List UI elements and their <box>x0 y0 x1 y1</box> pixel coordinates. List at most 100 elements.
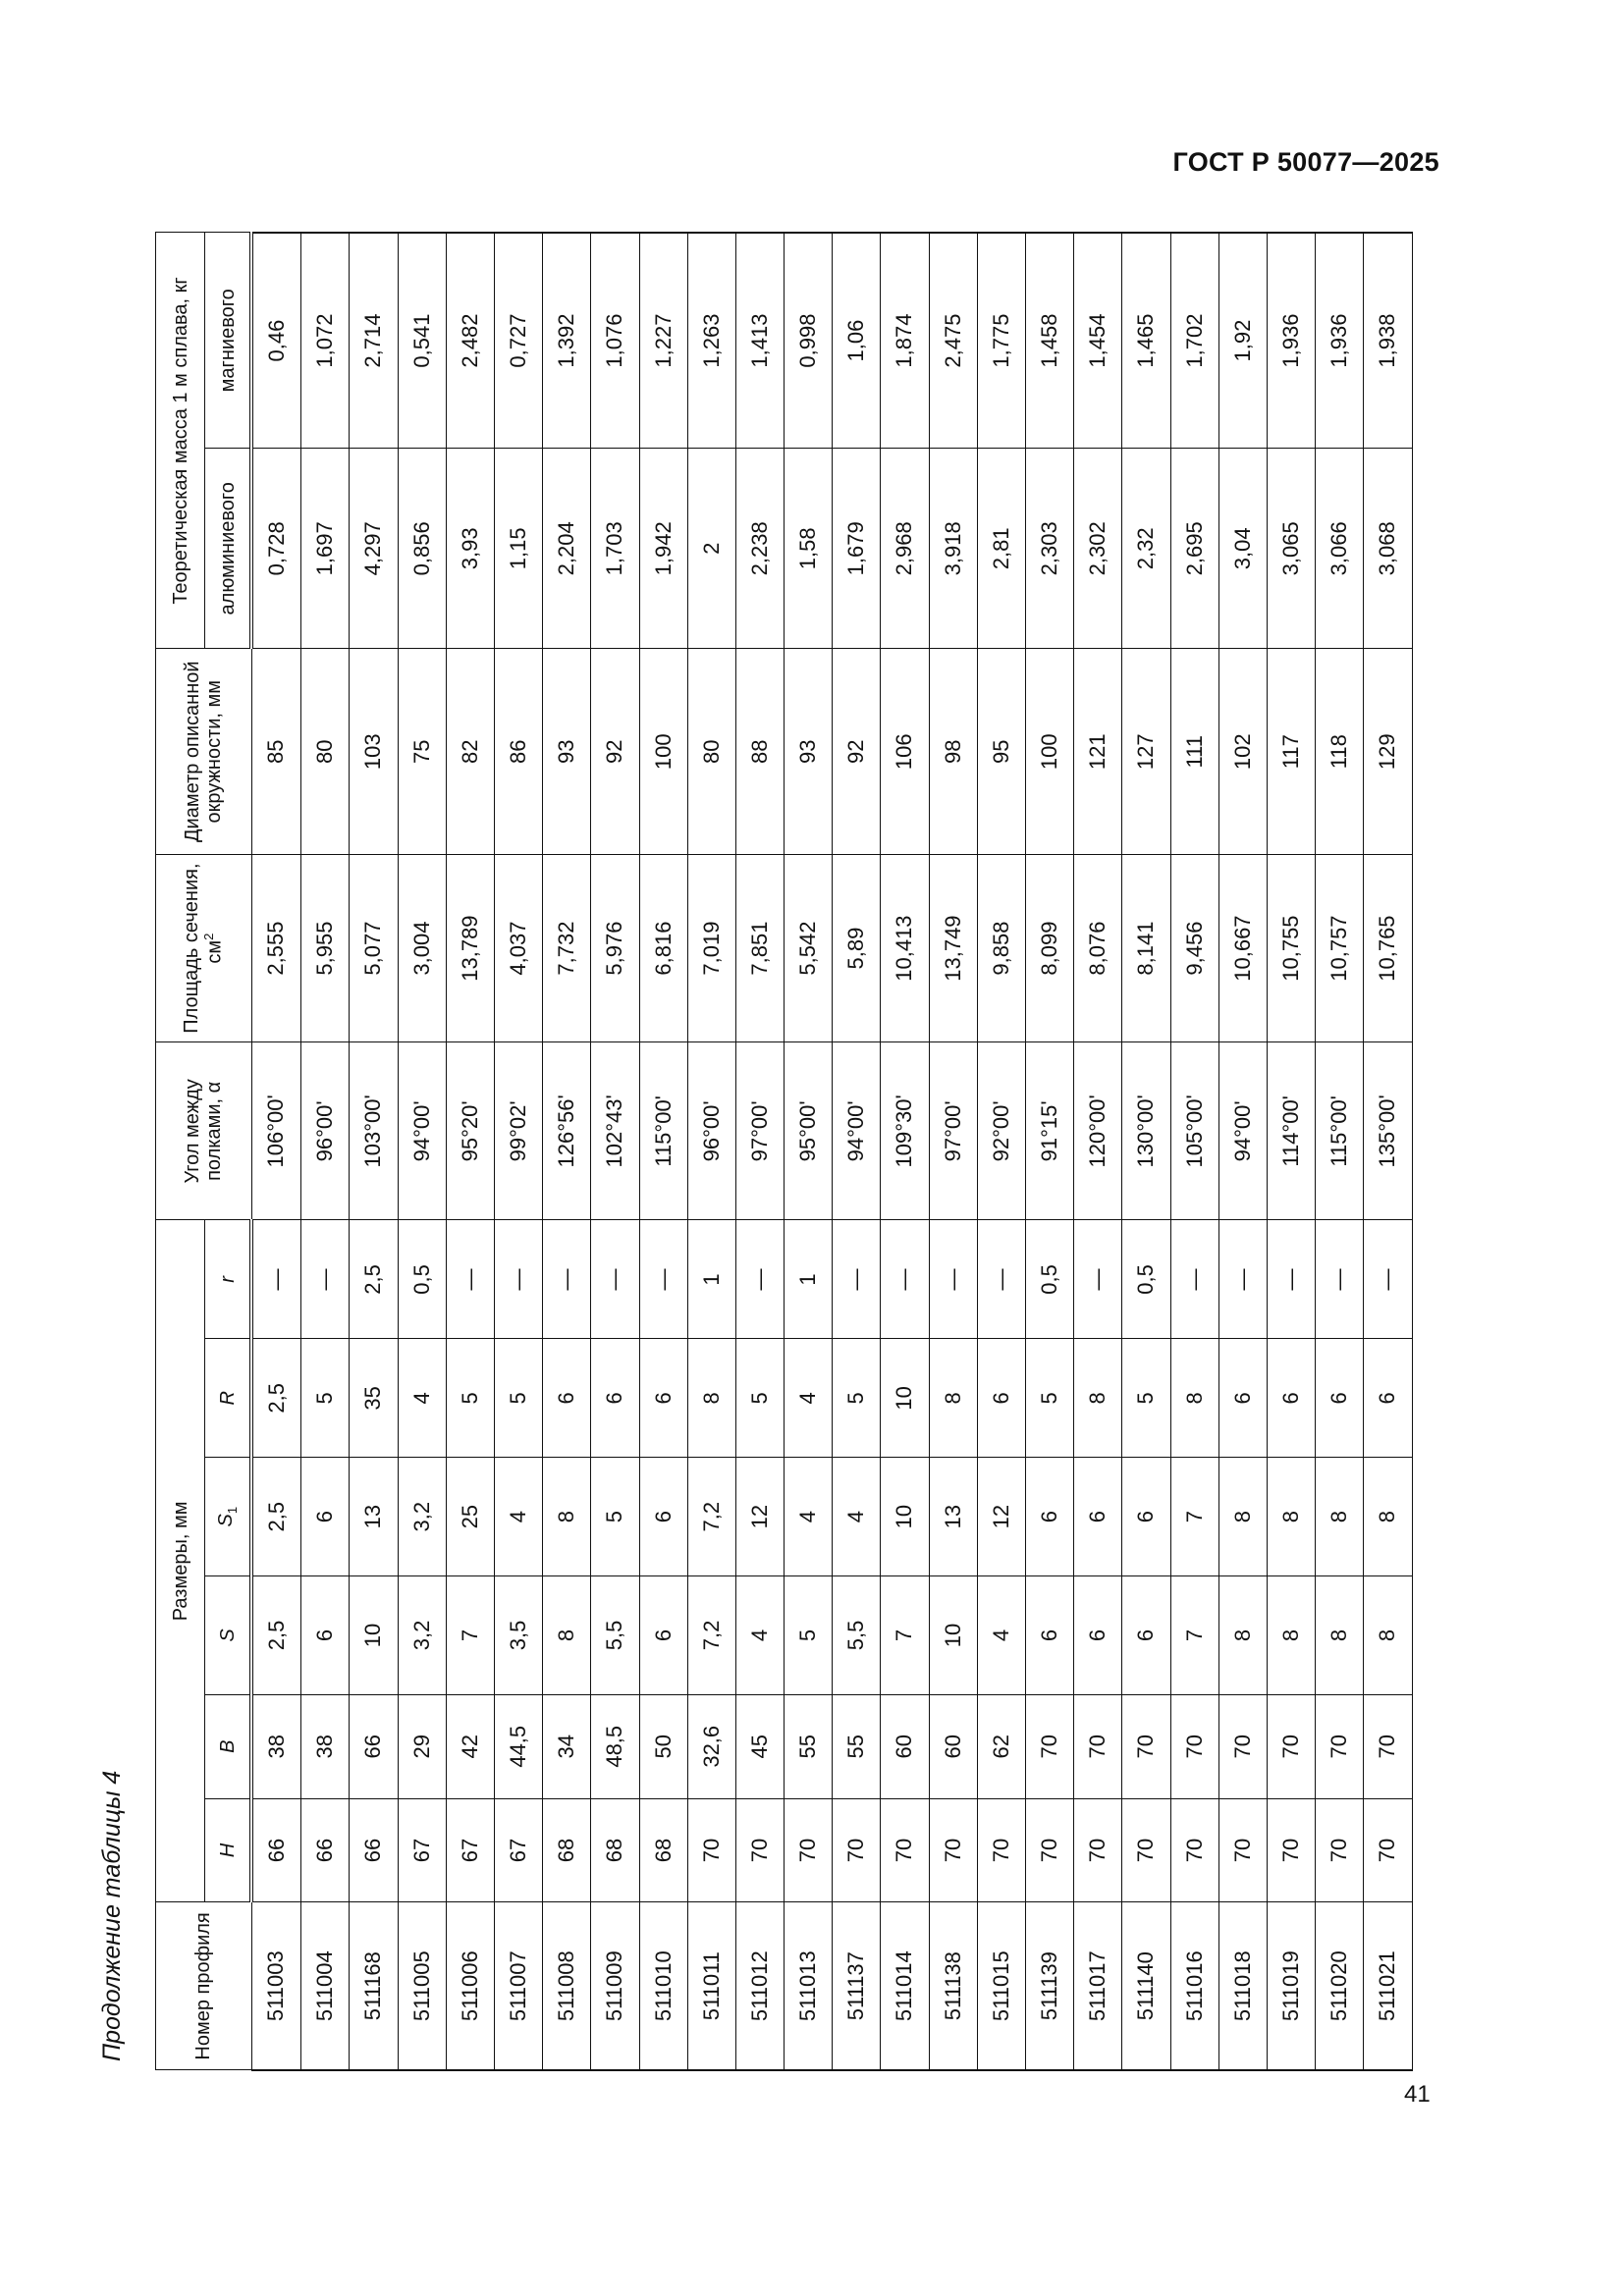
header-S: S <box>204 1575 251 1695</box>
table-row: 511007 67 44,5 3,5 4 5—99°02' 4,037 86 1,15 0,727 <box>494 233 543 2070</box>
header-angle: Угол между полками, α <box>155 1041 251 1220</box>
cell-area: 7,851 <box>735 854 785 1042</box>
header-diameter: Диаметр описанной окружности, мм <box>155 649 251 855</box>
table-row: 511168 66 66 10 13 35 2,5 103°00' 5,077 103 4,297 2… <box>349 233 399 2070</box>
cell-mass-aluminum: 3,04 <box>1218 448 1268 649</box>
cell-diameter: 75 <box>398 649 447 855</box>
header-area: Площадь сечения, см2 <box>155 854 251 1042</box>
cell-S: 8 <box>1315 1575 1364 1695</box>
cell-R: 5 <box>735 1338 785 1458</box>
cell-mass-magnesium: 1,936 <box>1267 233 1316 449</box>
cell-r: — <box>1363 1220 1412 1339</box>
cell-S1: 8 <box>1218 1457 1268 1576</box>
cell-mass-magnesium: 1,874 <box>880 233 930 449</box>
cell-angle: 94°00' <box>1218 1041 1268 1220</box>
cell-profile-number: 511017 <box>1073 1901 1122 2070</box>
cell-H: 70 <box>1121 1798 1171 1902</box>
cell-S1: 7 <box>1170 1457 1219 1576</box>
cell-mass-aluminum: 2,81 <box>977 448 1026 649</box>
cell-angle: 126°56' <box>542 1041 591 1220</box>
cell-R: 5 <box>1025 1338 1074 1458</box>
cell-R: 6 <box>1363 1338 1412 1458</box>
cell-area: 6,816 <box>639 854 688 1042</box>
cell-S1: 4 <box>494 1457 543 1576</box>
cell-B: 60 <box>880 1694 930 1799</box>
cell-angle: 92°00' <box>977 1041 1026 1220</box>
cell-S: 8 <box>1218 1575 1268 1695</box>
cell-profile-number: 511007 <box>494 1901 543 2070</box>
cell-H: 70 <box>880 1798 930 1902</box>
cell-area: 3,004 <box>398 854 447 1042</box>
cell-H: 66 <box>251 1798 301 1902</box>
cell-B: 48,5 <box>590 1694 639 1799</box>
header-profile-number: Номер профиля <box>155 1901 251 2070</box>
cell-mass-aluminum: 2,968 <box>880 448 930 649</box>
cell-H: 67 <box>398 1798 447 1902</box>
table-row: 511012 70 45 4 12 5—97°00' 7,851 88 2,238 1,413 <box>735 233 785 2070</box>
cell-angle: 109°30' <box>880 1041 930 1220</box>
cell-mass-aluminum: 0,728 <box>251 448 301 649</box>
cell-profile-number: 511140 <box>1121 1901 1171 2070</box>
cell-diameter: 111 <box>1170 649 1219 855</box>
table-row: 511009 68 48,5 5,5 5 6—102°43' 5,976 92 1,703 1,0… <box>590 233 639 2070</box>
cell-profile-number: 511168 <box>349 1901 399 2070</box>
cell-mass-magnesium: 0,46 <box>251 233 301 449</box>
profile-table: Номер профиля Размеры, мм Угол между пол… <box>155 232 1413 2071</box>
cell-R: 6 <box>639 1338 688 1458</box>
cell-R: 6 <box>977 1338 1026 1458</box>
cell-S: 7,2 <box>687 1575 736 1695</box>
cell-r: — <box>1170 1220 1219 1339</box>
cell-B: 45 <box>735 1694 785 1799</box>
cell-r: — <box>735 1220 785 1339</box>
cell-mass-magnesium: 1,072 <box>300 233 350 449</box>
table-row: 511005 67 29 3,2 3,2 4 0,5 94°00' 3,004 75 0,856 0,… <box>398 233 447 2070</box>
cell-profile-number: 511138 <box>929 1901 978 2070</box>
header-area-sup: 2 <box>201 933 217 940</box>
cell-B: 38 <box>300 1694 350 1799</box>
cell-r: — <box>300 1220 350 1339</box>
cell-S: 5,5 <box>590 1575 639 1695</box>
cell-area: 5,955 <box>300 854 350 1042</box>
cell-S: 10 <box>929 1575 978 1695</box>
cell-angle: 96°00' <box>687 1041 736 1220</box>
cell-mass-aluminum: 1,703 <box>590 448 639 649</box>
cell-mass-magnesium: 1,076 <box>590 233 639 449</box>
table-row: 511011 70 32,6 7,2 7,2 8 1 96°00' 7,019 80 2 1,263 <box>687 233 736 2070</box>
cell-H: 70 <box>1218 1798 1268 1902</box>
cell-r: — <box>1315 1220 1364 1339</box>
cell-H: 68 <box>542 1798 591 1902</box>
cell-mass-aluminum: 3,918 <box>929 448 978 649</box>
cell-r: — <box>880 1220 930 1339</box>
cell-mass-aluminum: 3,068 <box>1363 448 1412 649</box>
cell-r: — <box>832 1220 881 1339</box>
table-body: 511003 66 38 2,5 2,5 2,5—106°00' 2,555 85 0,728 0… <box>251 233 1412 2070</box>
cell-angle: 94°00' <box>398 1041 447 1220</box>
cell-profile-number: 511137 <box>832 1901 881 2070</box>
cell-profile-number: 511005 <box>398 1901 447 2070</box>
cell-area: 9,858 <box>977 854 1026 1042</box>
cell-mass-aluminum: 1,697 <box>300 448 350 649</box>
cell-profile-number: 511011 <box>687 1901 736 2070</box>
cell-S1: 2,5 <box>251 1457 301 1576</box>
cell-mass-magnesium: 0,727 <box>494 233 543 449</box>
cell-B: 70 <box>1170 1694 1219 1799</box>
cell-diameter: 117 <box>1267 649 1316 855</box>
cell-mass-magnesium: 1,263 <box>687 233 736 449</box>
cell-diameter: 118 <box>1315 649 1364 855</box>
cell-angle: 106°00' <box>251 1041 301 1220</box>
cell-profile-number: 511013 <box>784 1901 833 2070</box>
cell-S: 6 <box>1121 1575 1171 1695</box>
table-row: 511014 70 60 7 10 10—109°30' 10,413 106 2,968 1,8… <box>880 233 930 2070</box>
cell-S1: 6 <box>1121 1457 1171 1576</box>
cell-angle: 91°15' <box>1025 1041 1074 1220</box>
header-magnesium: магниевого <box>204 233 251 449</box>
table-row: 511018 70 70 8 8 6—94°00' 10,667 102 3,04 1,92 <box>1218 233 1268 2070</box>
cell-B: 55 <box>784 1694 833 1799</box>
profile-table-container: Номер профиля Размеры, мм Угол между пол… <box>155 232 1429 2071</box>
cell-angle: 97°00' <box>929 1041 978 1220</box>
cell-r: — <box>1073 1220 1122 1339</box>
table-row: 511006 67 42 7 25 5—95°20' 13,789 82 3,93 2,482 <box>446 233 495 2070</box>
cell-area: 7,019 <box>687 854 736 1042</box>
cell-S1: 3,2 <box>398 1457 447 1576</box>
cell-H: 70 <box>1363 1798 1412 1902</box>
